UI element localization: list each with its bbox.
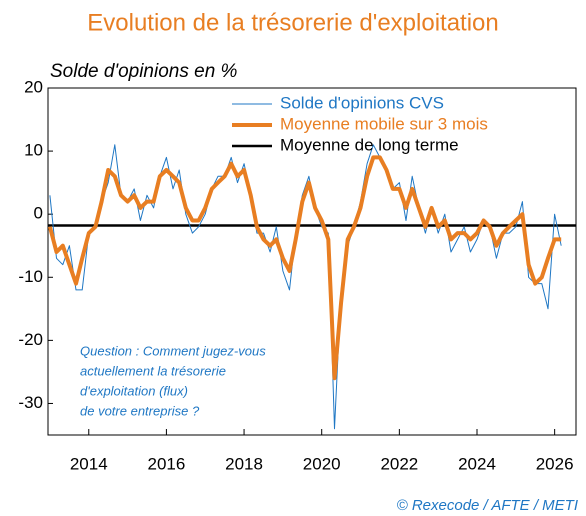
- x-tick-label: 2022: [380, 454, 418, 473]
- y-tick-label: -30: [18, 393, 43, 412]
- legend-label: Solde d'opinions CVS: [280, 93, 444, 112]
- y-tick-label: -20: [18, 330, 43, 349]
- y-tick-label: 20: [24, 77, 43, 96]
- chart-title: Evolution de la trésorerie d'exploitatio…: [87, 9, 499, 36]
- legend-label: Moyenne de long terme: [280, 135, 459, 154]
- x-tick-label: 2014: [70, 454, 108, 473]
- x-tick-label: 2018: [225, 454, 263, 473]
- source: © Rexecode / AFTE / METI: [397, 497, 578, 514]
- x-tick-label: 2026: [536, 454, 574, 473]
- subtitle: Solde d'opinions en %: [50, 61, 238, 82]
- y-tick-label: 10: [24, 141, 43, 160]
- x-tick-label: 2020: [303, 454, 341, 473]
- annotation: d'exploitation (flux): [80, 383, 188, 398]
- legend-label: Moyenne mobile sur 3 mois: [280, 114, 488, 133]
- x-tick-label: 2016: [147, 454, 185, 473]
- x-tick-label: 2024: [458, 454, 496, 473]
- annotation: actuellement la trésorerie: [80, 363, 226, 378]
- series-line: [47, 155, 562, 381]
- annotation: de votre entreprise ?: [80, 403, 200, 418]
- y-tick-label: -10: [18, 267, 43, 286]
- annotation: Question : Comment jugez-vous: [80, 343, 266, 358]
- plot-frame: [47, 87, 577, 436]
- y-tick-label: 0: [34, 204, 43, 223]
